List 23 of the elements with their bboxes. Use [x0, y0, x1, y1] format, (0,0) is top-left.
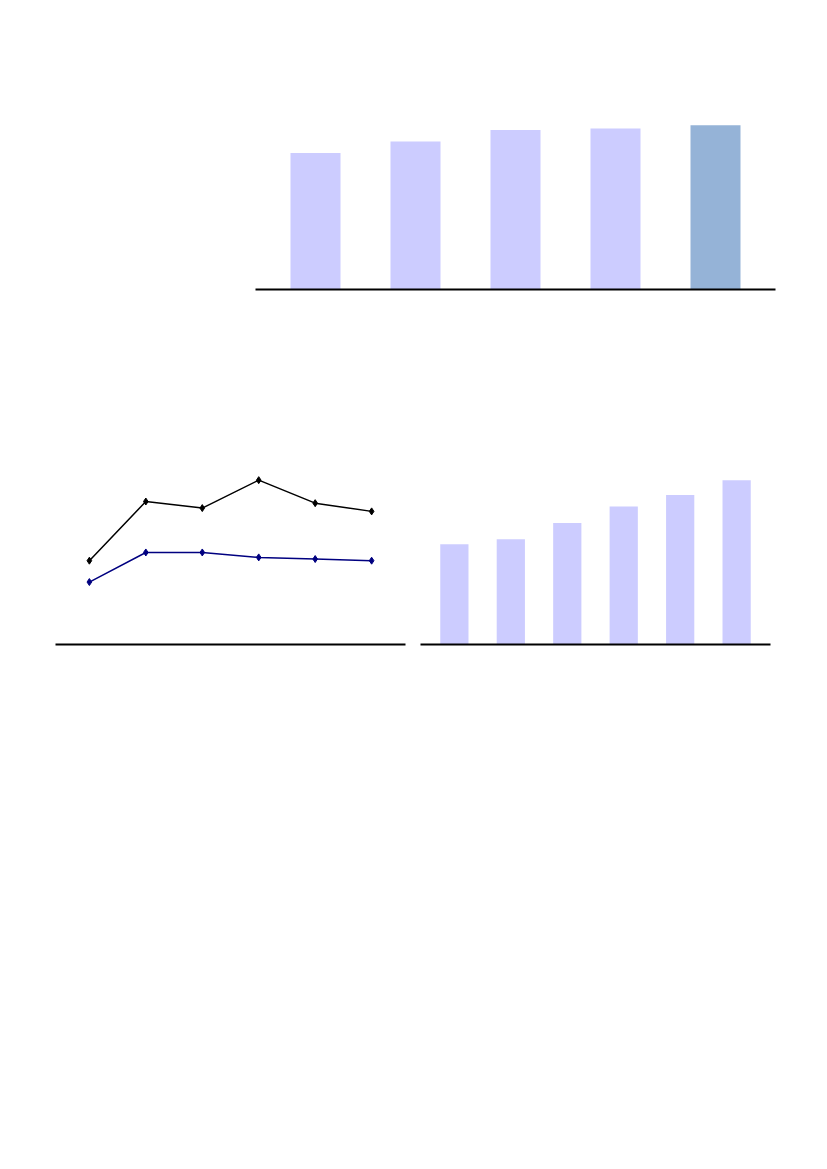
point: [86, 556, 93, 565]
bar: [690, 125, 741, 290]
bar: [590, 128, 641, 290]
bar: [390, 141, 441, 290]
bar: [290, 153, 341, 290]
bar: [553, 522, 582, 645]
point: [199, 504, 206, 513]
point: [255, 553, 262, 562]
point: [86, 578, 93, 587]
point: [312, 555, 319, 564]
bar: [609, 506, 638, 645]
bar: [666, 494, 695, 645]
bar: [722, 480, 751, 645]
point: [199, 548, 206, 557]
point: [368, 556, 375, 565]
point: [368, 507, 375, 516]
point: [255, 476, 262, 485]
point: [312, 499, 319, 508]
bar: [490, 130, 541, 290]
point: [142, 548, 149, 557]
bar: [440, 544, 469, 645]
point: [142, 497, 149, 506]
bar: [496, 539, 525, 645]
